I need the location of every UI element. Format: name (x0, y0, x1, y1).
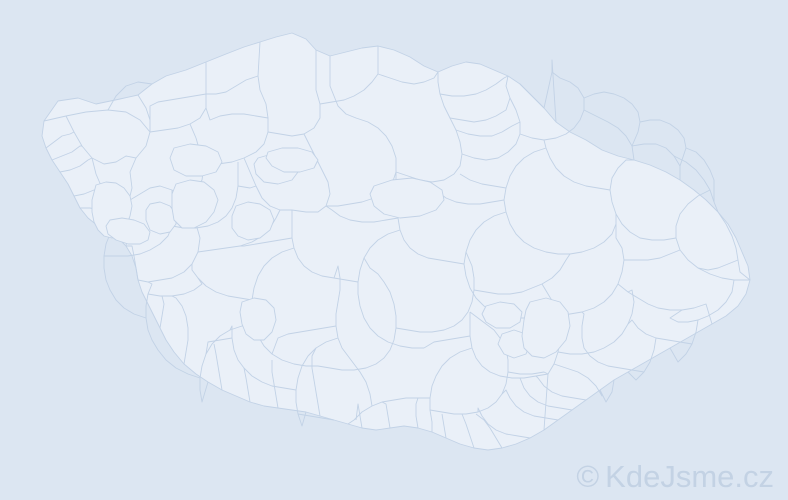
district-plzen-mesto (145, 201, 177, 235)
district-domazlice (105, 217, 151, 245)
district-vyskov (521, 297, 571, 359)
watermark: © KdeJsme.cz (576, 461, 774, 492)
district-strakonice (239, 297, 277, 341)
district-plzen-sever (171, 179, 219, 229)
district-rokycany (231, 201, 275, 241)
highlighted-districts (91, 143, 571, 359)
district-mlada-boleslav (369, 177, 445, 219)
district-layer (41, 32, 751, 451)
district-brno-venkov (481, 301, 523, 329)
district-litomerice (265, 147, 319, 173)
district-karlovy-vary (169, 143, 223, 177)
district-borders (43, 41, 751, 449)
copyright-icon: © (576, 459, 600, 494)
country-outline (41, 32, 751, 451)
watermark-text: KdeJsme.cz (605, 459, 774, 494)
